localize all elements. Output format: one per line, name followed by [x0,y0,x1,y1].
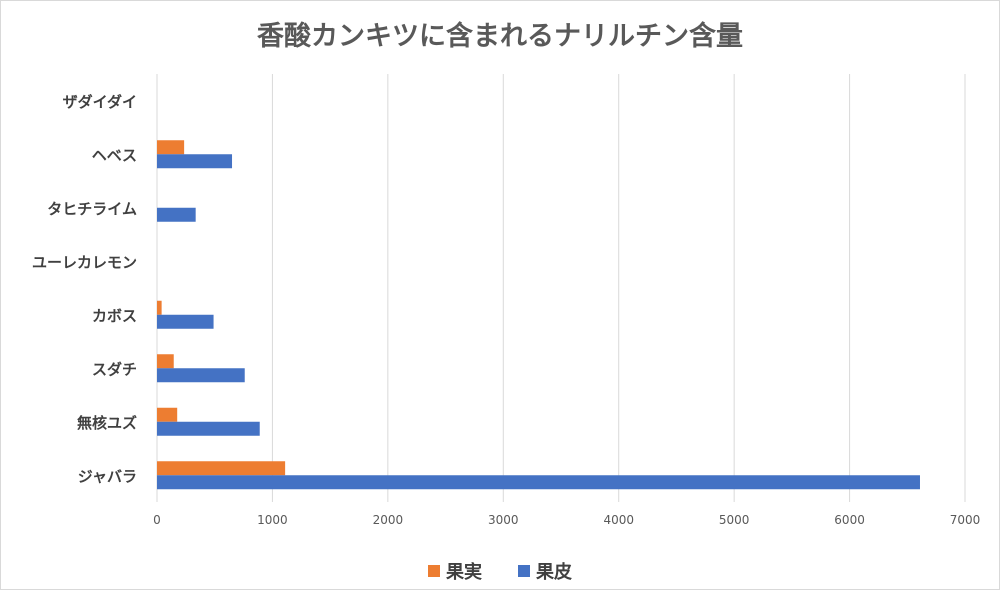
category-label-1: 無核ユズ [77,414,137,432]
bar-果皮-6 [157,154,233,169]
category-label-2: スダチ [92,360,137,378]
bar-果実-6 [157,140,185,155]
x-tick-label-4: 4000 [603,513,634,527]
x-tick-label-5: 5000 [719,513,750,527]
category-label-0: ジャバラ [78,467,137,485]
x-tick-label-7: 7000 [950,513,981,527]
bar-果実-3 [157,300,162,315]
category-label-5: タヒチライム [47,200,137,218]
category-label-4: ユーレカレモン [32,253,137,271]
x-tick-label-6: 6000 [834,513,865,527]
bar-果皮-3 [157,314,214,329]
legend-swatch-1 [518,565,530,577]
legend-label-0: 果実 [446,562,482,583]
legend-item-0: 果実 [428,558,482,584]
legend: 果実 果皮 [0,558,1000,584]
category-label-3: カボス [92,307,137,325]
category-label-7: ザダイダイ [63,93,137,111]
bar-果実-1 [157,407,178,422]
x-tick-label-1: 1000 [257,513,288,527]
chart-title: 香酸カンキツに含まれるナリルチン含量 [257,21,743,52]
legend-item-1: 果皮 [518,558,572,584]
category-label-6: ヘベス [92,146,137,164]
bar-果実-0 [157,461,286,476]
bar-果皮-1 [157,421,260,436]
x-tick-label-0: 0 [153,513,161,527]
x-tick-label-3: 3000 [488,513,519,527]
x-tick-label-2: 2000 [373,513,404,527]
bar-果皮-5 [157,207,196,222]
bar-果実-2 [157,354,174,369]
bar-果皮-2 [157,368,245,383]
legend-label-1: 果皮 [536,562,572,583]
legend-swatch-0 [428,565,440,577]
bar-果皮-0 [157,475,920,490]
